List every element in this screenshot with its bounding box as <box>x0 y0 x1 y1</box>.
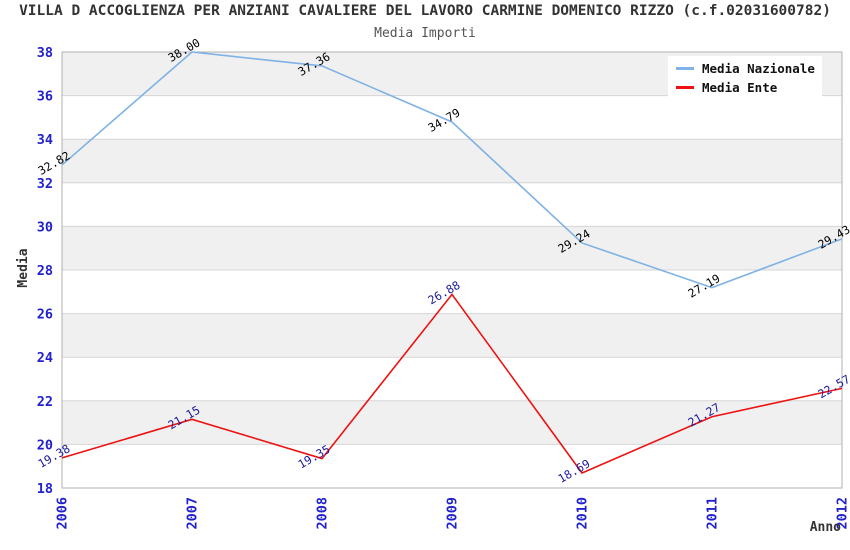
data-label: 19.35 <box>296 442 333 471</box>
x-tick-label: 2010 <box>575 497 591 530</box>
legend-label-media-nazionale: Media Nazionale <box>702 61 815 76</box>
chart-subtitle: Media Importi <box>374 26 476 41</box>
x-tick-label: 2011 <box>705 497 721 530</box>
x-tick-label: 2006 <box>55 497 71 530</box>
y-tick-label: 26 <box>37 307 53 323</box>
y-tick-label: 36 <box>37 89 53 105</box>
plot-frame <box>61 51 843 489</box>
legend: Media Nazionale Media Ente <box>668 56 822 101</box>
data-label: 22.57 <box>816 372 850 401</box>
plot-band <box>62 139 842 183</box>
y-tick-label: 38 <box>37 45 53 61</box>
chart-title: VILLA D ACCOGLIENZA PER ANZIANI CAVALIER… <box>19 3 831 19</box>
y-tick-label: 18 <box>37 481 53 497</box>
x-tick-label: 2008 <box>315 497 331 530</box>
legend-swatch-media-nazionale-icon <box>676 67 694 70</box>
legend-label-media-ente: Media Ente <box>702 80 778 95</box>
y-tick-label: 28 <box>37 263 53 279</box>
legend-item-media-nazionale: Media Nazionale <box>676 61 815 76</box>
plot-band <box>62 313 842 358</box>
series-line-media-nazionale <box>61 51 843 289</box>
y-tick-label: 22 <box>37 394 53 410</box>
data-label: 27.19 <box>686 271 723 300</box>
x-tick-label: 2009 <box>445 497 461 530</box>
y-tick-label: 30 <box>37 219 53 235</box>
y-tick-label: 34 <box>37 132 53 148</box>
series-line-media-ente <box>61 293 843 474</box>
plot-band <box>62 226 842 270</box>
y-tick-label: 20 <box>37 437 53 453</box>
y-tick-label: 24 <box>37 350 53 366</box>
y-tick-label: 32 <box>37 176 53 192</box>
plot-band <box>62 400 842 445</box>
data-label: 34.79 <box>426 105 463 134</box>
legend-swatch-media-ente-icon <box>676 86 694 89</box>
x-axis-title: Anno <box>810 520 841 535</box>
y-axis-title: Media <box>16 248 31 287</box>
x-tick-label: 2007 <box>185 497 201 530</box>
legend-item-media-ente: Media Ente <box>676 80 815 95</box>
data-label: 26.88 <box>426 278 463 307</box>
x-tick-label: 2012 <box>835 497 850 530</box>
